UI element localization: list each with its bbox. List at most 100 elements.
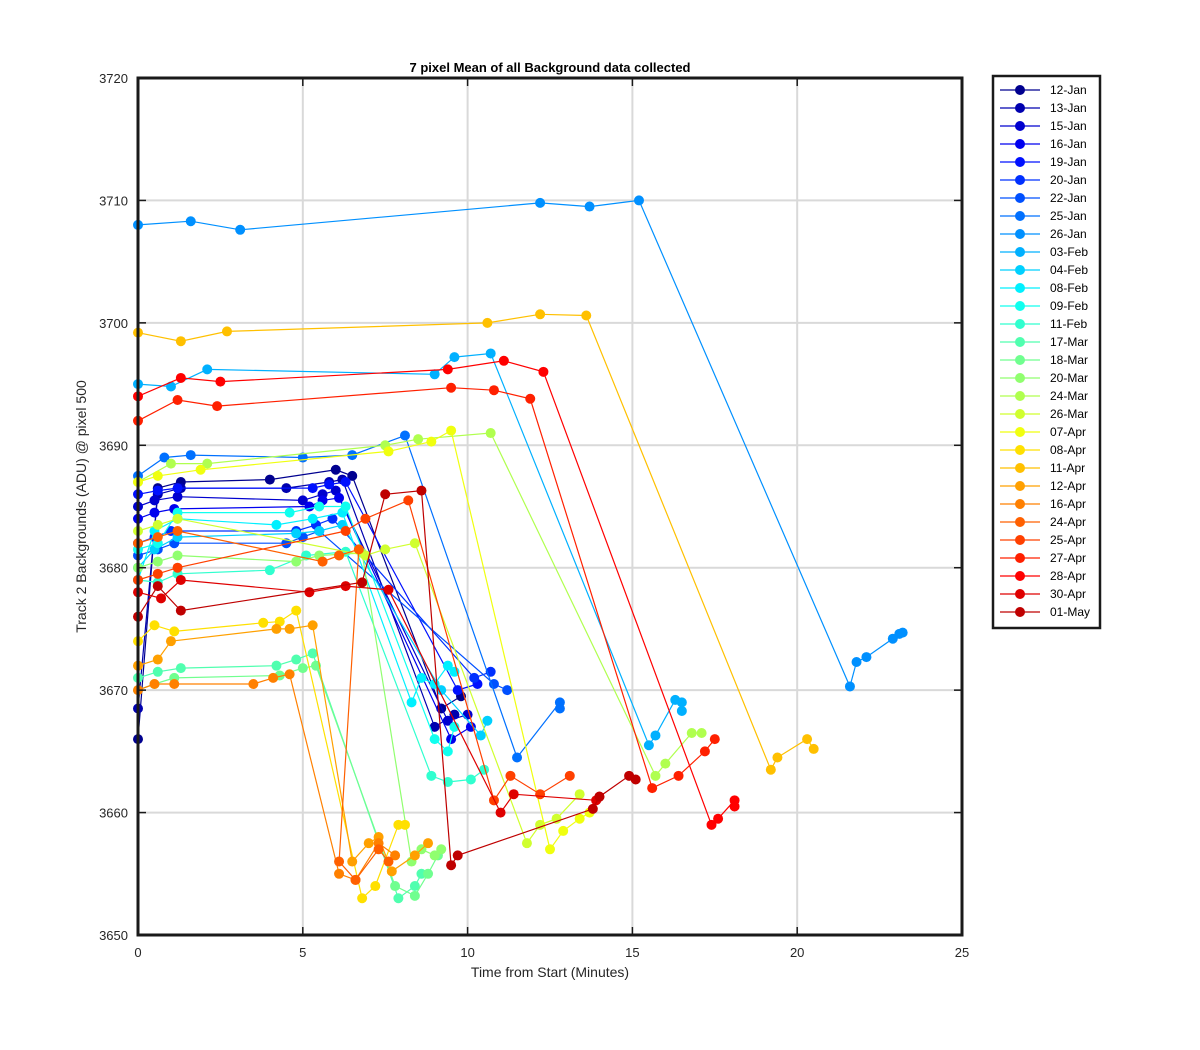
data-point xyxy=(488,679,499,690)
data-point xyxy=(383,584,394,595)
data-point xyxy=(172,550,183,561)
legend-label: 19-Jan xyxy=(1050,155,1087,169)
legend-label: 12-Jan xyxy=(1050,83,1087,97)
data-point xyxy=(165,636,176,647)
x-tick-label: 25 xyxy=(955,945,969,960)
legend-box xyxy=(991,74,1102,630)
data-point xyxy=(446,382,457,393)
data-point xyxy=(696,727,707,738)
data-point xyxy=(699,746,710,757)
data-point xyxy=(284,669,295,680)
data-point xyxy=(175,574,186,585)
data-point xyxy=(485,428,496,439)
data-point xyxy=(399,430,410,441)
data-point xyxy=(426,770,437,781)
data-point xyxy=(465,774,476,785)
data-point xyxy=(307,648,318,659)
data-point xyxy=(324,479,335,490)
data-point xyxy=(169,626,180,637)
plot-frame xyxy=(136,76,964,937)
y-tick-label: 3660 xyxy=(99,806,128,821)
data-point xyxy=(334,550,345,561)
y-tick-label: 3700 xyxy=(99,316,128,331)
data-point xyxy=(357,577,368,588)
data-point xyxy=(271,660,282,671)
legend-swatch-marker xyxy=(1015,301,1025,311)
axis-ticks: 0 5 10 15 20 25 3650 3660 3670 3680 3690 3700 3710 37… xyxy=(99,71,969,960)
series-line xyxy=(137,530,389,881)
data-point xyxy=(426,436,437,447)
data-point xyxy=(429,369,440,380)
data-point xyxy=(152,568,163,579)
data-point xyxy=(574,813,585,824)
data-point xyxy=(650,730,661,741)
data-point xyxy=(584,201,595,212)
legend-swatch-marker xyxy=(1015,319,1025,329)
data-point xyxy=(409,538,420,549)
data-point xyxy=(442,776,453,787)
data-point xyxy=(482,317,493,328)
data-point xyxy=(386,866,397,877)
legend-swatch-marker xyxy=(1015,427,1025,437)
data-point xyxy=(538,366,549,377)
y-tick-label: 3670 xyxy=(99,683,128,698)
data-point xyxy=(248,679,259,690)
legend-label: 13-Jan xyxy=(1050,101,1087,115)
data-point xyxy=(564,770,575,781)
legend-label: 04-Feb xyxy=(1050,263,1088,277)
data-point xyxy=(512,752,523,763)
x-tick-label: 5 xyxy=(299,945,306,960)
data-point xyxy=(340,501,351,512)
series-line xyxy=(137,360,736,826)
legend-swatch-marker xyxy=(1015,571,1025,581)
data-point xyxy=(383,446,394,457)
legend-swatch-marker xyxy=(1015,85,1025,95)
y-tick-label: 3710 xyxy=(99,193,128,208)
legend-label: 08-Feb xyxy=(1050,281,1088,295)
data-point xyxy=(442,660,453,671)
data-point xyxy=(152,666,163,677)
legend-label: 28-Apr xyxy=(1050,569,1086,583)
data-point xyxy=(360,513,371,524)
x-tick-label: 10 xyxy=(460,945,474,960)
series-30-Apr xyxy=(133,574,605,818)
data-point xyxy=(808,743,819,754)
data-point xyxy=(452,685,463,696)
data-point xyxy=(686,727,697,738)
legend-swatch-marker xyxy=(1015,121,1025,131)
x-tick-label: 15 xyxy=(625,945,639,960)
data-point xyxy=(406,697,417,708)
data-point xyxy=(380,489,391,500)
data-point xyxy=(165,381,176,392)
data-point xyxy=(409,850,420,861)
data-point xyxy=(482,715,493,726)
series-25-Apr xyxy=(133,495,575,806)
series-09-Feb xyxy=(133,501,460,757)
data-point xyxy=(175,663,186,674)
y-axis-label: Track 2 Backgrounds (ADU) @ pixel 500 xyxy=(73,380,89,633)
data-point xyxy=(390,850,401,861)
data-point xyxy=(676,705,687,716)
y-tick-label: 3650 xyxy=(99,928,128,943)
data-point xyxy=(535,309,546,320)
data-point xyxy=(706,819,717,830)
data-point xyxy=(446,425,457,436)
legend-label: 03-Feb xyxy=(1050,245,1088,259)
data-point xyxy=(399,819,410,830)
data-point xyxy=(334,856,345,867)
data-point xyxy=(498,355,509,366)
data-point xyxy=(172,491,183,502)
legend-swatch-marker xyxy=(1015,157,1025,167)
legend-swatch-marker xyxy=(1015,139,1025,149)
data-point xyxy=(307,513,318,524)
data-point xyxy=(340,477,351,488)
legend-label: 25-Apr xyxy=(1050,533,1086,547)
data-point xyxy=(258,617,269,628)
data-point xyxy=(502,685,513,696)
data-point xyxy=(152,519,163,530)
data-point xyxy=(350,874,361,885)
data-point xyxy=(149,507,160,518)
legend-label: 09-Feb xyxy=(1050,299,1088,313)
legend-label: 16-Jan xyxy=(1050,137,1087,151)
series-line xyxy=(137,429,590,851)
